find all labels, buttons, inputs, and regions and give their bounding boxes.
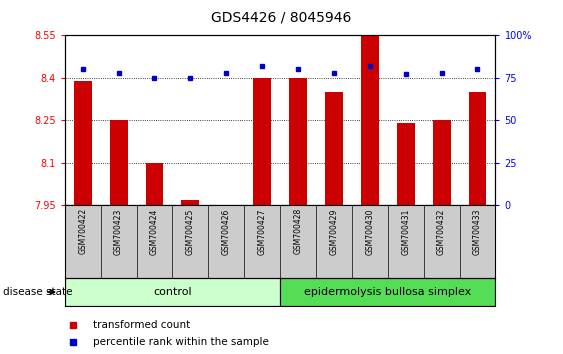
Bar bbox=[468, 92, 486, 205]
Text: control: control bbox=[153, 287, 192, 297]
Bar bbox=[289, 78, 307, 205]
Text: GSM700430: GSM700430 bbox=[365, 208, 374, 255]
Text: transformed count: transformed count bbox=[93, 320, 190, 330]
Text: GSM700432: GSM700432 bbox=[437, 208, 446, 255]
Text: percentile rank within the sample: percentile rank within the sample bbox=[93, 337, 269, 347]
Text: GSM700428: GSM700428 bbox=[293, 208, 302, 255]
Bar bbox=[145, 163, 163, 205]
Bar bbox=[65, 278, 280, 306]
Bar bbox=[253, 78, 271, 205]
Bar bbox=[432, 120, 450, 205]
Text: GSM700433: GSM700433 bbox=[473, 208, 482, 255]
Text: GSM700424: GSM700424 bbox=[150, 208, 159, 255]
Text: GSM700431: GSM700431 bbox=[401, 208, 410, 255]
Text: epidermolysis bullosa simplex: epidermolysis bullosa simplex bbox=[304, 287, 471, 297]
Text: GSM700426: GSM700426 bbox=[222, 208, 231, 255]
Bar bbox=[110, 120, 128, 205]
Text: GSM700423: GSM700423 bbox=[114, 208, 123, 255]
Bar bbox=[325, 92, 343, 205]
Text: GSM700427: GSM700427 bbox=[258, 208, 267, 255]
Text: GSM700429: GSM700429 bbox=[329, 208, 338, 255]
Text: GSM700425: GSM700425 bbox=[186, 208, 195, 255]
Bar bbox=[397, 123, 415, 205]
Bar bbox=[361, 35, 379, 205]
Text: GSM700422: GSM700422 bbox=[78, 208, 87, 255]
Bar bbox=[280, 278, 495, 306]
Text: GDS4426 / 8045946: GDS4426 / 8045946 bbox=[211, 11, 352, 25]
Bar bbox=[181, 200, 199, 205]
Text: disease state: disease state bbox=[3, 287, 72, 297]
Bar bbox=[74, 81, 92, 205]
